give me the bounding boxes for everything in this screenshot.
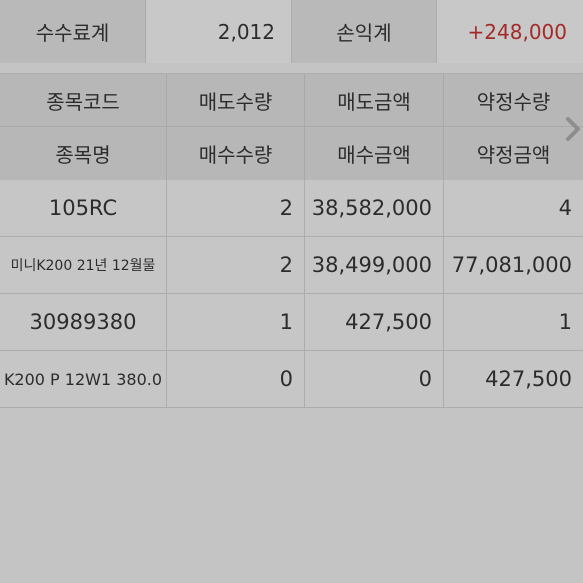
pnl-total-value: +248,000	[437, 0, 583, 63]
row-qty: 1	[167, 294, 305, 350]
header-code: 종목코드	[0, 74, 167, 127]
row-contract: 4	[558, 196, 572, 220]
row-contract: 77,081,000	[451, 253, 572, 277]
header-row-2: 종목명 매수수량 매수금액 약정금액	[0, 127, 583, 180]
row-qty: 2	[167, 237, 305, 293]
header-buy-qty: 매수수량	[167, 127, 305, 180]
header-buy-amount: 매수금액	[305, 127, 444, 180]
table-header: 종목코드 매도수량 매도금액 약정수량 종목명 매수수량 매수금액 약정금액	[0, 74, 583, 180]
fee-total-label: 수수료계	[0, 0, 146, 63]
table-row[interactable]: 105RC 2 38,582,000 4	[0, 180, 583, 237]
header-name: 종목명	[0, 127, 167, 180]
row-item-name: 105RC	[0, 180, 167, 236]
divider	[0, 63, 583, 74]
header-sell-qty: 매도수량	[167, 74, 305, 127]
row-item-name: K200 P 12W1 380.0	[0, 351, 167, 407]
table-row[interactable]: 미니K200 21년 12월물 2 38,499,000 77,081,000	[0, 237, 583, 294]
row-item-name: 미니K200 21년 12월물	[0, 237, 167, 293]
table-row[interactable]: 30989380 1 427,500 1	[0, 294, 583, 351]
row-amount: 427,500	[305, 294, 444, 350]
table-row[interactable]: K200 P 12W1 380.0 0 0 427,500	[0, 351, 583, 408]
pnl-total-label: 손익계	[292, 0, 437, 63]
header-contract-qty: 약정수량	[476, 90, 551, 114]
table-body: 105RC 2 38,582,000 4 미니K200 21년 12월물 2 3…	[0, 180, 583, 408]
row-amount: 0	[305, 351, 444, 407]
header-row-1: 종목코드 매도수량 매도금액 약정수량	[0, 74, 583, 127]
chevron-right-icon[interactable]	[565, 116, 581, 142]
row-qty: 0	[167, 351, 305, 407]
header-contract-amount: 약정금액	[476, 143, 551, 167]
row-amount: 38,499,000	[305, 237, 444, 293]
fee-total-value: 2,012	[146, 0, 292, 63]
summary-bar: 수수료계 2,012 손익계 +248,000	[0, 0, 583, 63]
row-contract: 1	[558, 310, 572, 334]
row-amount: 38,582,000	[305, 180, 444, 236]
header-sell-amount: 매도금액	[305, 74, 444, 127]
row-contract: 427,500	[485, 367, 572, 391]
row-item-name: 30989380	[0, 294, 167, 350]
row-qty: 2	[167, 180, 305, 236]
